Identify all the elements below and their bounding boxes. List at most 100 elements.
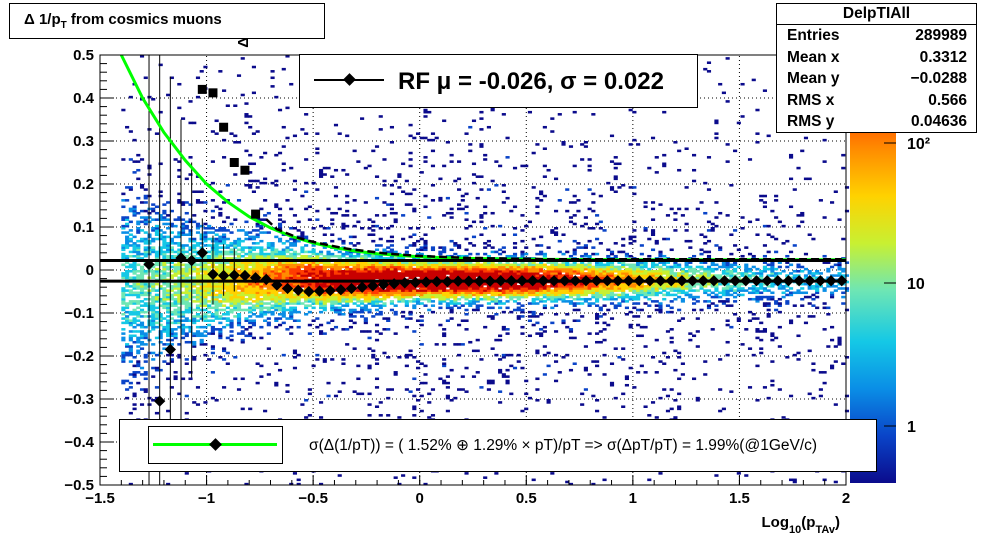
heatmap-cell [319, 173, 324, 176]
heatmap-cell [244, 263, 249, 267]
heatmap-cell [296, 272, 301, 275]
heatmap-cell [214, 317, 219, 320]
heatmap-cell [341, 362, 346, 365]
heatmap-cell [248, 237, 253, 241]
heatmap-cell [412, 257, 417, 260]
heatmap-cell [203, 267, 208, 271]
heatmap-cell [486, 272, 491, 275]
heatmap-cell [345, 194, 350, 198]
heatmap-cell [173, 272, 178, 275]
heatmap-cell [158, 248, 163, 252]
heatmap-cell [125, 244, 130, 247]
heatmap-cell [292, 356, 298, 359]
heatmap-cell [199, 257, 204, 260]
heatmap-cell [121, 328, 126, 331]
heatmap-cell [535, 267, 540, 271]
heatmap-cell [128, 263, 133, 267]
heatmap-cell [602, 272, 607, 275]
heatmap-cell [415, 289, 421, 292]
heatmap-cell [468, 143, 473, 146]
heatmap-cell [408, 313, 413, 316]
heatmap-cell [139, 186, 145, 189]
heatmap-cell [125, 254, 130, 258]
heatmap-cell [423, 381, 428, 385]
heatmap-cell [423, 482, 428, 486]
heatmap-cell [393, 310, 398, 314]
heatmap-cell [378, 267, 383, 271]
heatmap-cell [628, 325, 633, 329]
heatmap-cell [572, 110, 577, 114]
heatmap-cell [296, 220, 301, 224]
heatmap-cell [259, 265, 264, 269]
heatmap-cell [322, 300, 327, 303]
heatmap-cell [453, 274, 458, 277]
heatmap-cell [427, 276, 432, 279]
heatmap-cell [438, 306, 443, 310]
heatmap-cell [277, 224, 283, 228]
heatmap-cell [240, 282, 245, 286]
heatmap-cell [236, 388, 242, 391]
heatmap-cell [266, 287, 271, 290]
heatmap-cell [352, 257, 357, 260]
heatmap-cell [471, 308, 477, 312]
heatmap-cell [214, 229, 219, 232]
heatmap-cell [166, 248, 171, 252]
heatmap-cell [136, 315, 141, 318]
heatmap-cell [240, 267, 245, 271]
heatmap-cell [169, 248, 174, 252]
heatmap-cell [125, 235, 130, 239]
heatmap-cell [184, 177, 189, 181]
heatmap-cell [360, 263, 365, 267]
heatmap-cell [180, 252, 186, 256]
heatmap-cell [199, 261, 204, 264]
heatmap-cell [490, 306, 495, 310]
heatmap-cell [498, 401, 503, 404]
heatmap-cell [154, 317, 160, 320]
heatmap-cell [259, 257, 264, 260]
heatmap-cell [244, 267, 249, 271]
heatmap-cell [266, 373, 271, 376]
heatmap-cell [136, 323, 141, 327]
heatmap-cell [580, 315, 585, 318]
heatmap-cell [386, 285, 391, 288]
heatmap-cell [449, 153, 454, 157]
heatmap-cell [162, 295, 167, 299]
heatmap-cell [609, 276, 615, 279]
heatmap-cell [173, 371, 178, 374]
heatmap-cell [490, 285, 495, 288]
heatmap-cell [266, 291, 271, 295]
heatmap-cell [419, 246, 424, 249]
heatmap-cell [154, 306, 160, 310]
heatmap-cell [143, 377, 148, 381]
heatmap-cell [188, 203, 193, 206]
heatmap-cell [591, 227, 596, 230]
heatmap-cell [386, 272, 391, 275]
heatmap-cell [386, 291, 391, 295]
heatmap-cell [255, 362, 260, 365]
heatmap-cell [583, 145, 588, 148]
heatmap-cell [218, 321, 223, 325]
heatmap-cell [520, 164, 525, 168]
heatmap-cell [591, 291, 596, 295]
heatmap-cell [606, 270, 611, 273]
heatmap-cell [427, 295, 432, 299]
heatmap-cell [550, 295, 555, 299]
heatmap-cell [203, 235, 208, 239]
heatmap-cell [494, 472, 499, 475]
heatmap-cell [572, 250, 577, 254]
heatmap-cell [184, 270, 189, 273]
heatmap-cell [166, 310, 171, 314]
heatmap-cell [162, 254, 167, 258]
heatmap-cell [561, 291, 566, 295]
heatmap-cell [277, 252, 283, 256]
heatmap-cell [389, 272, 395, 275]
heatmap-cell [639, 291, 644, 295]
heatmap-cell [505, 156, 510, 159]
heatmap-cell [628, 366, 633, 370]
heatmap-cell [374, 272, 380, 275]
heatmap-cell [162, 343, 167, 346]
heatmap-cell [326, 295, 331, 299]
heatmap-cell [397, 173, 402, 176]
heatmap-cell [248, 315, 253, 318]
heatmap-cell [139, 265, 145, 269]
